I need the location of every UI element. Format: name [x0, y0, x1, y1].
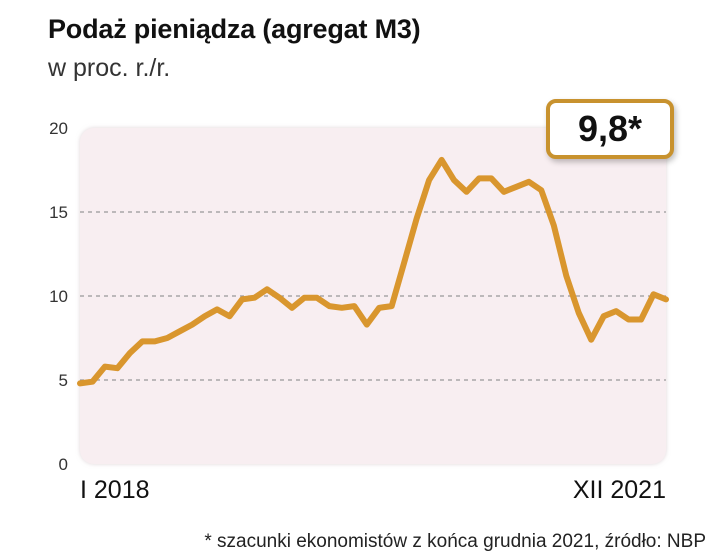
data-point: [229, 315, 231, 317]
data-point: [104, 366, 106, 368]
data-point: [204, 315, 206, 317]
data-point: [278, 297, 280, 299]
data-point: [79, 382, 81, 384]
x-tick-label-start: I 2018: [80, 476, 150, 504]
data-point: [254, 297, 256, 299]
data-point: [316, 297, 318, 299]
y-tick-label-20: 20: [49, 119, 68, 138]
data-point: [291, 307, 293, 309]
data-point: [266, 288, 268, 290]
data-point: [416, 218, 418, 220]
data-point: [478, 177, 480, 179]
data-point: [216, 308, 218, 310]
data-point: [603, 315, 605, 317]
data-point: [578, 312, 580, 314]
data-point: [391, 305, 393, 307]
series-line-m3: [77, 156, 669, 387]
data-point: [615, 310, 617, 312]
data-point: [628, 319, 630, 321]
data-point: [191, 324, 193, 326]
data-point: [91, 381, 93, 383]
data-point: [540, 189, 542, 191]
data-point: [640, 319, 642, 321]
data-point: [241, 298, 243, 300]
data-point: [428, 179, 430, 181]
latest-value-badge: 9,8*: [546, 99, 674, 159]
y-tick-label-5: 5: [59, 371, 68, 390]
data-point: [341, 307, 343, 309]
data-point: [490, 177, 492, 179]
data-point: [366, 324, 368, 326]
data-point: [503, 191, 505, 193]
data-point: [553, 224, 555, 226]
data-point: [179, 330, 181, 332]
data-point: [528, 181, 530, 183]
chart-title: Podaż pieniądza (agregat M3): [48, 14, 421, 44]
data-point: [116, 367, 118, 369]
data-point: [154, 340, 156, 342]
data-point: [515, 186, 517, 188]
y-tick-label-10: 10: [49, 287, 68, 306]
data-point: [129, 352, 131, 354]
data-point: [466, 191, 468, 193]
data-point: [590, 339, 592, 341]
data-point: [378, 307, 380, 309]
data-point: [353, 305, 355, 307]
chart-subtitle: w proc. r./r.: [48, 54, 171, 82]
data-point: [653, 293, 655, 295]
data-point: [665, 298, 667, 300]
data-point: [565, 275, 567, 277]
x-tick-label-end: XII 2021: [573, 476, 666, 504]
y-tick-label-0: 0: [59, 455, 68, 474]
data-point: [328, 305, 330, 307]
data-point: [141, 340, 143, 342]
data-point: [303, 297, 305, 299]
footnote: * szacunki ekonomistów z końca grudnia 2…: [204, 531, 706, 552]
data-point: [166, 337, 168, 339]
data-point: [453, 179, 455, 181]
data-point: [441, 159, 443, 161]
data-point: [403, 261, 405, 263]
y-tick-label-15: 15: [49, 203, 68, 222]
